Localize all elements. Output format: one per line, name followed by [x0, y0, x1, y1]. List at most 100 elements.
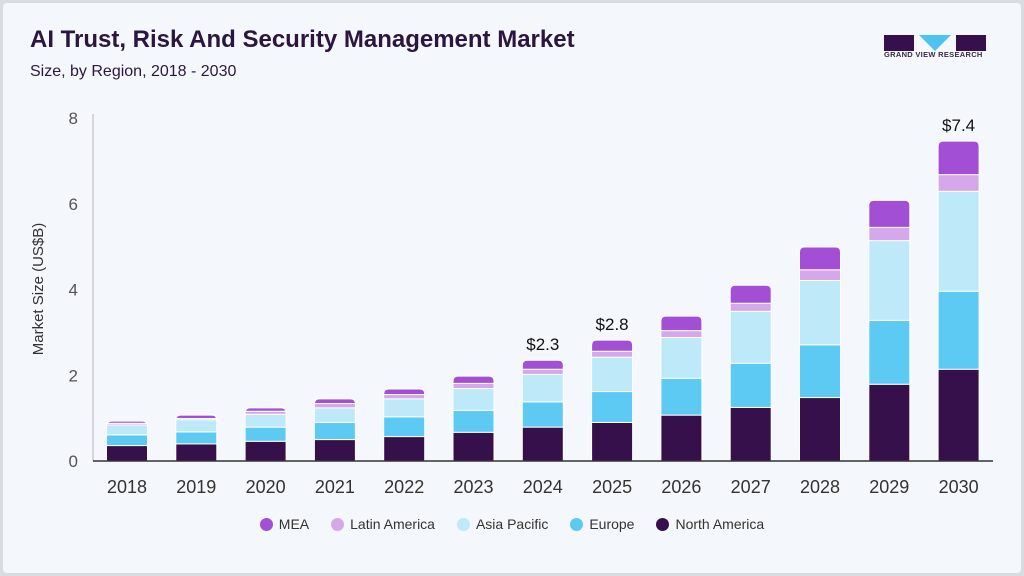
- x-tick-label: 2027: [731, 477, 771, 497]
- bar-segment-north-america: [729, 406, 772, 462]
- bar-segment-latin-america: [383, 394, 426, 400]
- bar-segment-asia-pacific: [106, 424, 148, 436]
- bar-segment-asia-pacific: [799, 279, 841, 346]
- data-label: $7.4: [942, 116, 975, 135]
- bar-segment-europe: [106, 434, 148, 447]
- bar-segment-latin-america: [313, 403, 356, 409]
- bar-segment-north-america: [660, 414, 703, 462]
- legend-item: Europe: [570, 516, 634, 532]
- bar-segment-mea: [452, 375, 495, 384]
- bar-segment-north-america: [937, 368, 980, 462]
- bar-segment-latin-america: [729, 302, 772, 312]
- bar-segment-mea: [521, 359, 564, 370]
- bar-segment-europe: [175, 431, 218, 445]
- x-tick-label: 2024: [523, 477, 563, 497]
- bar-segment-asia-pacific: [591, 356, 634, 393]
- legend-swatch: [456, 517, 470, 531]
- y-tick-label: 2: [69, 366, 78, 385]
- bar-segment-europe: [244, 426, 287, 442]
- bar-segment-asia-pacific: [313, 407, 356, 423]
- bar-segment-latin-america: [591, 350, 634, 358]
- bar-segment-mea: [591, 339, 634, 352]
- grand-view-research-logo: [884, 35, 986, 51]
- bar-segment-latin-america: [660, 330, 703, 339]
- y-axis-title: Market Size (US$B): [30, 223, 47, 356]
- bar-segment-latin-america: [452, 382, 495, 390]
- y-tick-label: 4: [69, 281, 78, 300]
- bar-segment-latin-america: [868, 226, 911, 242]
- x-tick-label: 2020: [246, 477, 286, 497]
- data-label: $2.3: [526, 335, 559, 354]
- bar-segment-north-america: [521, 426, 564, 462]
- bar-segment-north-america: [175, 443, 218, 462]
- y-tick-label: 0: [69, 452, 78, 471]
- x-tick-label: 2025: [592, 477, 632, 497]
- bar-segment-latin-america: [937, 174, 980, 192]
- bar-segment-asia-pacific: [521, 373, 564, 403]
- legend-swatch: [259, 517, 273, 531]
- legend: MEA Latin America Asia Pacific Europe North …: [0, 516, 1024, 532]
- logo-text: GRAND VIEW RESEARCH: [884, 50, 983, 59]
- x-tick-label: 2019: [176, 477, 216, 497]
- bar-segment-latin-america: [521, 368, 564, 375]
- x-tick-label: 2018: [107, 477, 147, 497]
- bar-segment-europe: [937, 290, 980, 370]
- x-tick-label: 2026: [661, 477, 701, 497]
- legend-swatch: [570, 517, 584, 531]
- bar-segment-north-america: [799, 397, 841, 462]
- bar-segment-mea: [799, 246, 841, 271]
- x-tick-label: 2030: [939, 477, 979, 497]
- bar-segment-north-america: [106, 445, 148, 462]
- y-tick-label: 6: [69, 195, 78, 214]
- bar-segment-mea: [106, 420, 148, 427]
- legend-label: MEA: [278, 516, 310, 532]
- chart-card: [3, 3, 1021, 573]
- bar-segment-europe: [521, 401, 564, 428]
- bar-segment-europe: [868, 319, 911, 385]
- bar-segment-north-america: [452, 431, 495, 462]
- bar-segment-north-america: [313, 439, 356, 462]
- chart-title: AI Trust, Risk And Security Management M…: [30, 26, 575, 53]
- bar-segment-mea: [660, 315, 703, 332]
- y-tick-label: 8: [69, 109, 78, 128]
- legend-label: Europe: [589, 516, 635, 532]
- chart-subtitle: Size, by Region, 2018 - 2030: [30, 63, 237, 80]
- bar-segment-asia-pacific: [244, 413, 287, 428]
- bar-segment-asia-pacific: [175, 419, 218, 433]
- bar-segment-mea: [244, 407, 287, 413]
- bar-segment-north-america: [591, 421, 634, 462]
- bar-segment-mea: [383, 388, 426, 396]
- bar-segment-asia-pacific: [937, 190, 980, 292]
- bar-segment-north-america: [244, 440, 287, 462]
- legend-item: Asia Pacific: [456, 516, 549, 532]
- bar-segment-mea: [729, 284, 772, 304]
- legend-swatch: [656, 517, 670, 531]
- bar-segment-mea: [868, 199, 911, 228]
- bar-segment-europe: [313, 421, 356, 441]
- bar-segment-asia-pacific: [452, 388, 495, 411]
- bar-segment-asia-pacific: [660, 337, 703, 379]
- legend-label: Latin America: [350, 516, 435, 532]
- legend-item: North America: [656, 516, 764, 532]
- bar-segment-europe: [452, 409, 495, 433]
- bar-segment-mea: [313, 398, 356, 405]
- legend-item: MEA: [259, 516, 310, 532]
- x-tick-label: 2028: [800, 477, 840, 497]
- x-tick-label: 2021: [315, 477, 355, 497]
- legend-label: North America: [675, 516, 765, 532]
- bar-segment-mea: [175, 414, 218, 421]
- legend-swatch: [331, 517, 345, 531]
- x-tick-label: 2023: [453, 477, 493, 497]
- bar-segment-europe: [799, 344, 841, 399]
- x-tick-label: 2029: [869, 477, 909, 497]
- bar-segment-latin-america: [799, 269, 841, 281]
- bar-segment-asia-pacific: [868, 240, 911, 321]
- data-label: $2.8: [596, 315, 629, 334]
- bar-segment-asia-pacific: [729, 310, 772, 364]
- bar-segment-mea: [937, 140, 980, 176]
- bar-segment-europe: [729, 362, 772, 408]
- bar-segment-europe: [660, 377, 703, 416]
- x-tick-label: 2022: [384, 477, 424, 497]
- legend-label: Asia Pacific: [475, 516, 549, 532]
